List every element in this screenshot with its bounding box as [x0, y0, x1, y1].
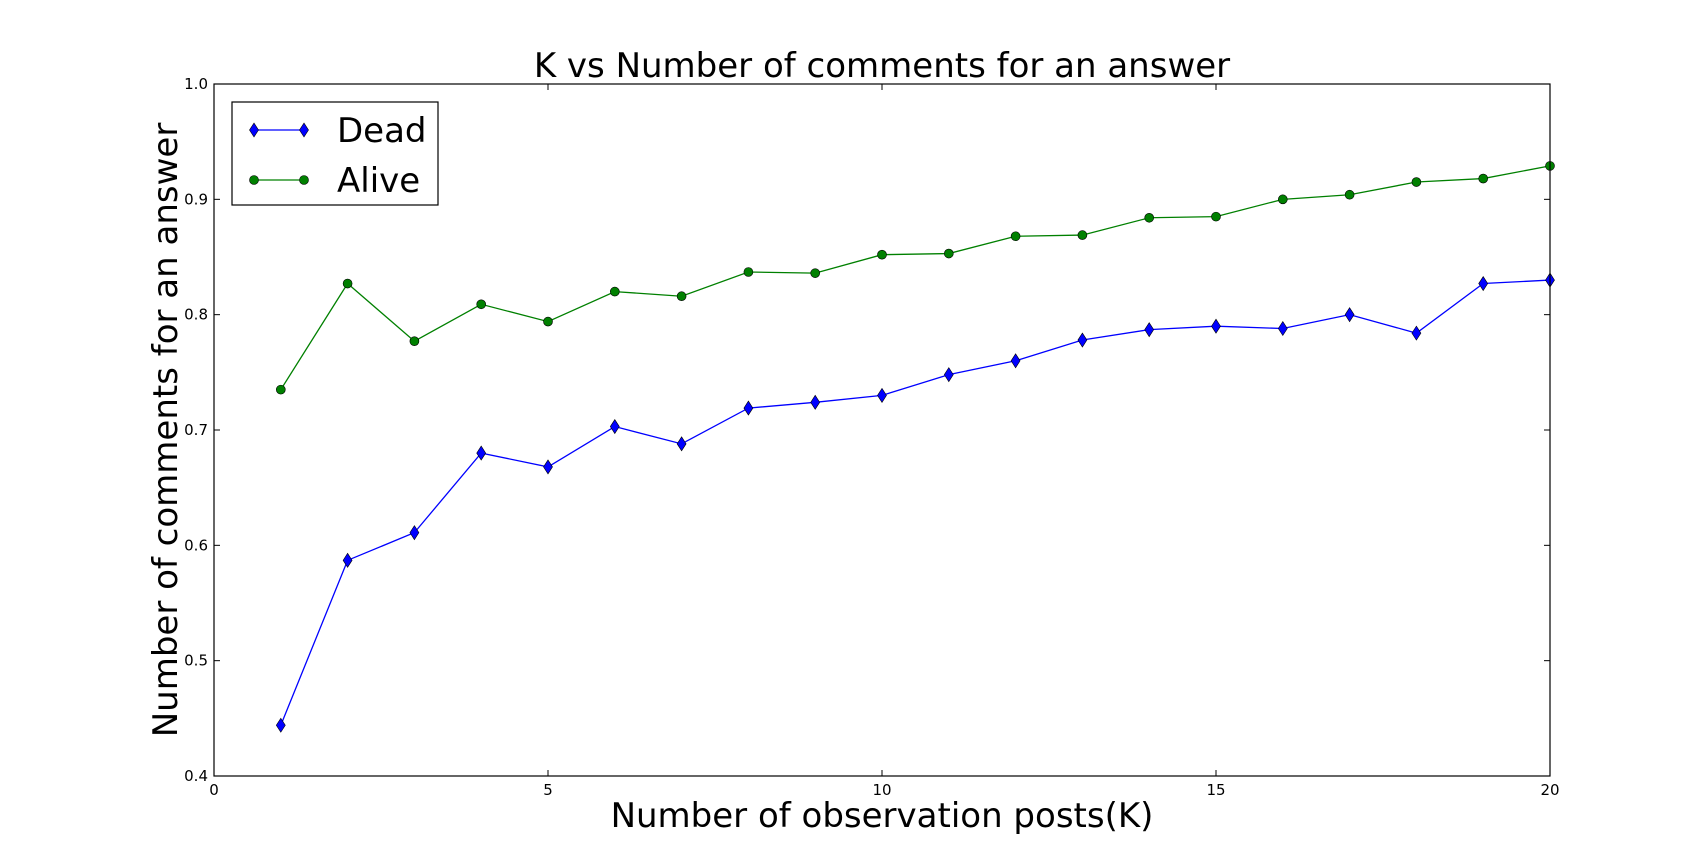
series-layer [275, 161, 1555, 733]
chart-title: K vs Number of comments for an answer [534, 46, 1230, 86]
data-point-alive [943, 248, 954, 259]
data-point-alive [1077, 230, 1088, 240]
data-point-alive [275, 384, 286, 395]
y-tick-label: 0.7 [184, 421, 208, 439]
data-point-alive [877, 249, 887, 260]
legend-marker-alive [249, 175, 259, 185]
data-point-alive [1478, 173, 1488, 184]
data-point-dead [1211, 318, 1221, 334]
axis-ticks: 0 5 10 15 20 0.4 0.5 0.6 0.7 0.8 0.9 1.0 [184, 75, 1559, 799]
x-axis-label: Number of observation posts(K) [611, 796, 1154, 836]
data-point-dead [1478, 275, 1489, 292]
x-tick-label: 20 [1540, 781, 1559, 799]
data-point-dead [1411, 325, 1422, 341]
data-point-dead [877, 387, 887, 403]
legend-item-dead: Dead [249, 111, 427, 151]
data-point-dead [943, 367, 954, 383]
data-point-alive [1211, 211, 1221, 222]
y-tick-label: 0.8 [184, 306, 208, 324]
legend-label-dead: Dead [337, 111, 427, 151]
data-point-dead [1144, 322, 1155, 338]
data-point-dead [1277, 320, 1288, 337]
data-point-dead [1077, 332, 1088, 348]
data-point-alive [810, 268, 821, 278]
data-point-alive [543, 316, 553, 327]
y-tick-label: 0.9 [184, 190, 208, 208]
data-point-alive [1411, 177, 1422, 187]
data-point-dead [1010, 353, 1021, 369]
y-tick-label: 0.4 [184, 767, 208, 785]
data-point-alive [1344, 189, 1355, 200]
data-point-alive [1010, 231, 1021, 242]
legend-label-alive: Alive [337, 161, 420, 201]
legend-marker-dead [249, 122, 259, 138]
x-tick-label: 0 [209, 781, 219, 799]
data-point-dead [342, 552, 353, 568]
data-point-alive [609, 286, 620, 297]
data-point-alive [1144, 212, 1154, 223]
data-point-alive [1278, 194, 1288, 205]
data-point-dead [743, 400, 754, 416]
data-point-dead [1344, 307, 1355, 323]
data-point-alive [409, 336, 420, 346]
legend-marker-alive [299, 175, 309, 185]
data-point-dead [543, 459, 553, 475]
data-point-dead [409, 525, 420, 541]
data-point-alive [676, 291, 687, 302]
series-dead [275, 272, 1555, 733]
y-axis-label: Number of comments for an answer [146, 123, 186, 738]
data-point-dead [676, 436, 687, 452]
y-tick-label: 0.5 [184, 652, 208, 670]
plot-frame [213, 83, 1551, 777]
data-point-alive [743, 267, 754, 277]
legend-item-alive: Alive [249, 161, 420, 201]
legend-marker-dead [299, 122, 309, 138]
data-point-dead [275, 717, 286, 733]
series-line-alive [280, 165, 1551, 390]
x-tick-label: 15 [1206, 781, 1225, 799]
legend: Dead Alive [231, 101, 439, 206]
data-point-dead [810, 394, 821, 410]
series-alive [275, 161, 1555, 395]
data-point-dead [476, 445, 487, 461]
series-line-dead [280, 279, 1551, 726]
data-point-alive [476, 299, 487, 310]
legend-box [231, 101, 439, 206]
data-point-dead [609, 418, 620, 435]
x-tick-label: 10 [872, 781, 891, 799]
data-point-alive [342, 278, 353, 289]
y-tick-label: 1.0 [184, 75, 208, 93]
x-tick-label: 5 [543, 781, 553, 799]
y-tick-label: 0.6 [184, 536, 208, 554]
